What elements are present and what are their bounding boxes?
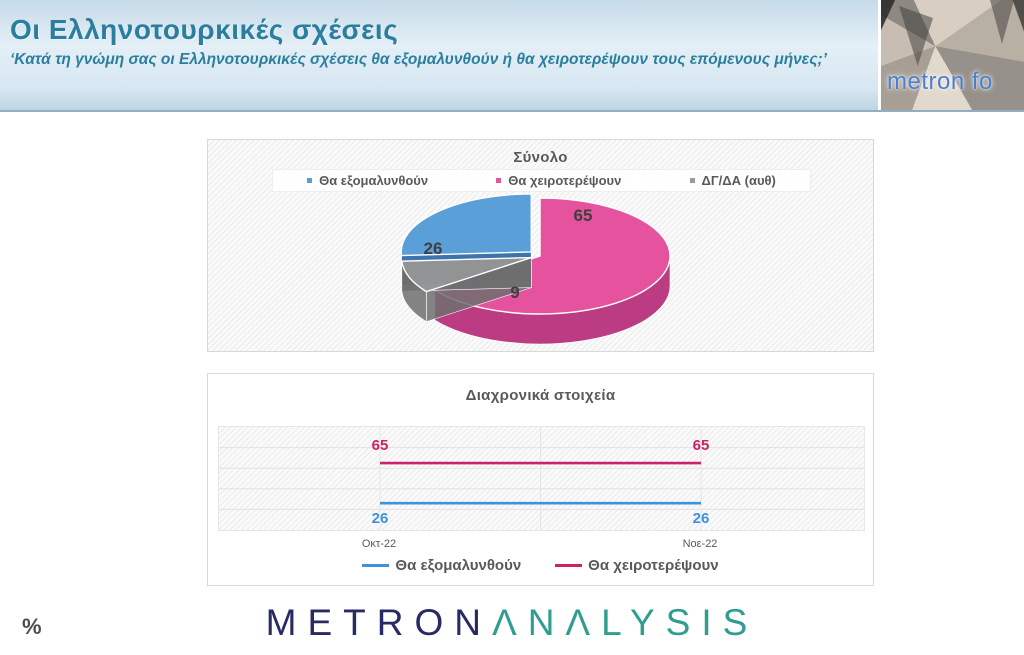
x-axis-tick-label: Νοε-22 bbox=[682, 538, 718, 550]
pie-slice-shape bbox=[400, 256, 532, 293]
percent-note: % bbox=[22, 614, 42, 639]
page-title: Οι Ελληνοτουρκικές σχέσεις bbox=[10, 14, 399, 45]
pie-legend-item: Θα εξομαλυνθούν bbox=[307, 173, 428, 188]
pie-chart-legend: Θα εξομαλυνθούν Θα χειροτερέψουν ΔΓ/ΔΑ (αυ… bbox=[272, 169, 811, 192]
line-chart-panel: Διαχρονικά στοιχεία 26 26 65 65 Οκτ-22 Νοε-2… bbox=[207, 373, 874, 586]
legend-line-icon bbox=[362, 564, 390, 567]
pie-chart: 65 26 9 bbox=[400, 193, 671, 345]
metron-forum-photo: metron fo bbox=[878, 0, 1024, 110]
pie-legend-label: Θα εξομαλυνθούν bbox=[319, 173, 429, 188]
pie-legend-item: ΔΓ/ΔΑ (αυθ) bbox=[689, 173, 776, 188]
line-data-label: 65 bbox=[372, 437, 389, 454]
line-legend-item: Θα χειροτερέψουν bbox=[555, 557, 719, 574]
legend-marker-icon bbox=[307, 178, 313, 183]
line-chart: 26 26 65 65 bbox=[219, 427, 864, 530]
legend-line-icon bbox=[555, 564, 583, 567]
pie-legend-label: Θα χειροτερέψουν bbox=[508, 173, 622, 188]
pie-slice-shape bbox=[400, 193, 532, 257]
pie-data-label: 9 bbox=[510, 283, 519, 302]
legend-marker-icon bbox=[689, 178, 695, 183]
line-legend-label: Θα εξομαλυνθούν bbox=[395, 557, 522, 574]
line-data-label: 26 bbox=[372, 510, 389, 527]
line-data-label: 26 bbox=[693, 510, 710, 527]
line-data-label: 65 bbox=[693, 437, 710, 454]
page-subtitle: ‘Κατά τη γνώμη σας οι Ελληνοτουρκικές σχ… bbox=[10, 51, 827, 68]
line-chart-legend: Θα εξομαλυνθούν Θα χειροτερέψουν bbox=[208, 557, 873, 574]
line-legend-item: Θα εξομαλυνθούν bbox=[362, 557, 521, 574]
line-chart-title: Διαχρονικά στοιχεία bbox=[465, 387, 616, 404]
legend-marker-icon bbox=[496, 178, 502, 183]
pie-legend-label: ΔΓ/ΔΑ (αυθ) bbox=[701, 173, 776, 188]
pie-data-label: 26 bbox=[424, 239, 443, 258]
header-text-block: Οι Ελληνοτουρκικές σχέσεις ‘Κατά τη γνώμ… bbox=[10, 14, 840, 70]
x-axis-tick-label: Οκτ-22 bbox=[361, 538, 397, 550]
logo-metron-text: METRON bbox=[265, 602, 492, 643]
pie-chart-panel: Σύνολο Θα εξομαλυνθούν Θα χειροτερέψουν ΔΓ… bbox=[207, 139, 874, 352]
line-chart-plot-area: 26 26 65 65 bbox=[218, 426, 865, 531]
pie-data-label: 65 bbox=[574, 206, 593, 225]
metron-analysis-logo: METRONΛΝΛLYSIS bbox=[0, 602, 1024, 644]
pie-legend-item: Θα χειροτερέψουν bbox=[496, 173, 621, 188]
metron-forum-logo-text: metron fo bbox=[887, 68, 993, 95]
header-band: Οι Ελληνοτουρκικές σχέσεις ‘Κατά τη γνώμ… bbox=[0, 0, 1024, 112]
logo-analysis-text: ΛΝΛLYSIS bbox=[492, 602, 759, 643]
line-legend-label: Θα χειροτερέψουν bbox=[588, 557, 719, 574]
pie-chart-title: Σύνολο bbox=[513, 149, 568, 166]
